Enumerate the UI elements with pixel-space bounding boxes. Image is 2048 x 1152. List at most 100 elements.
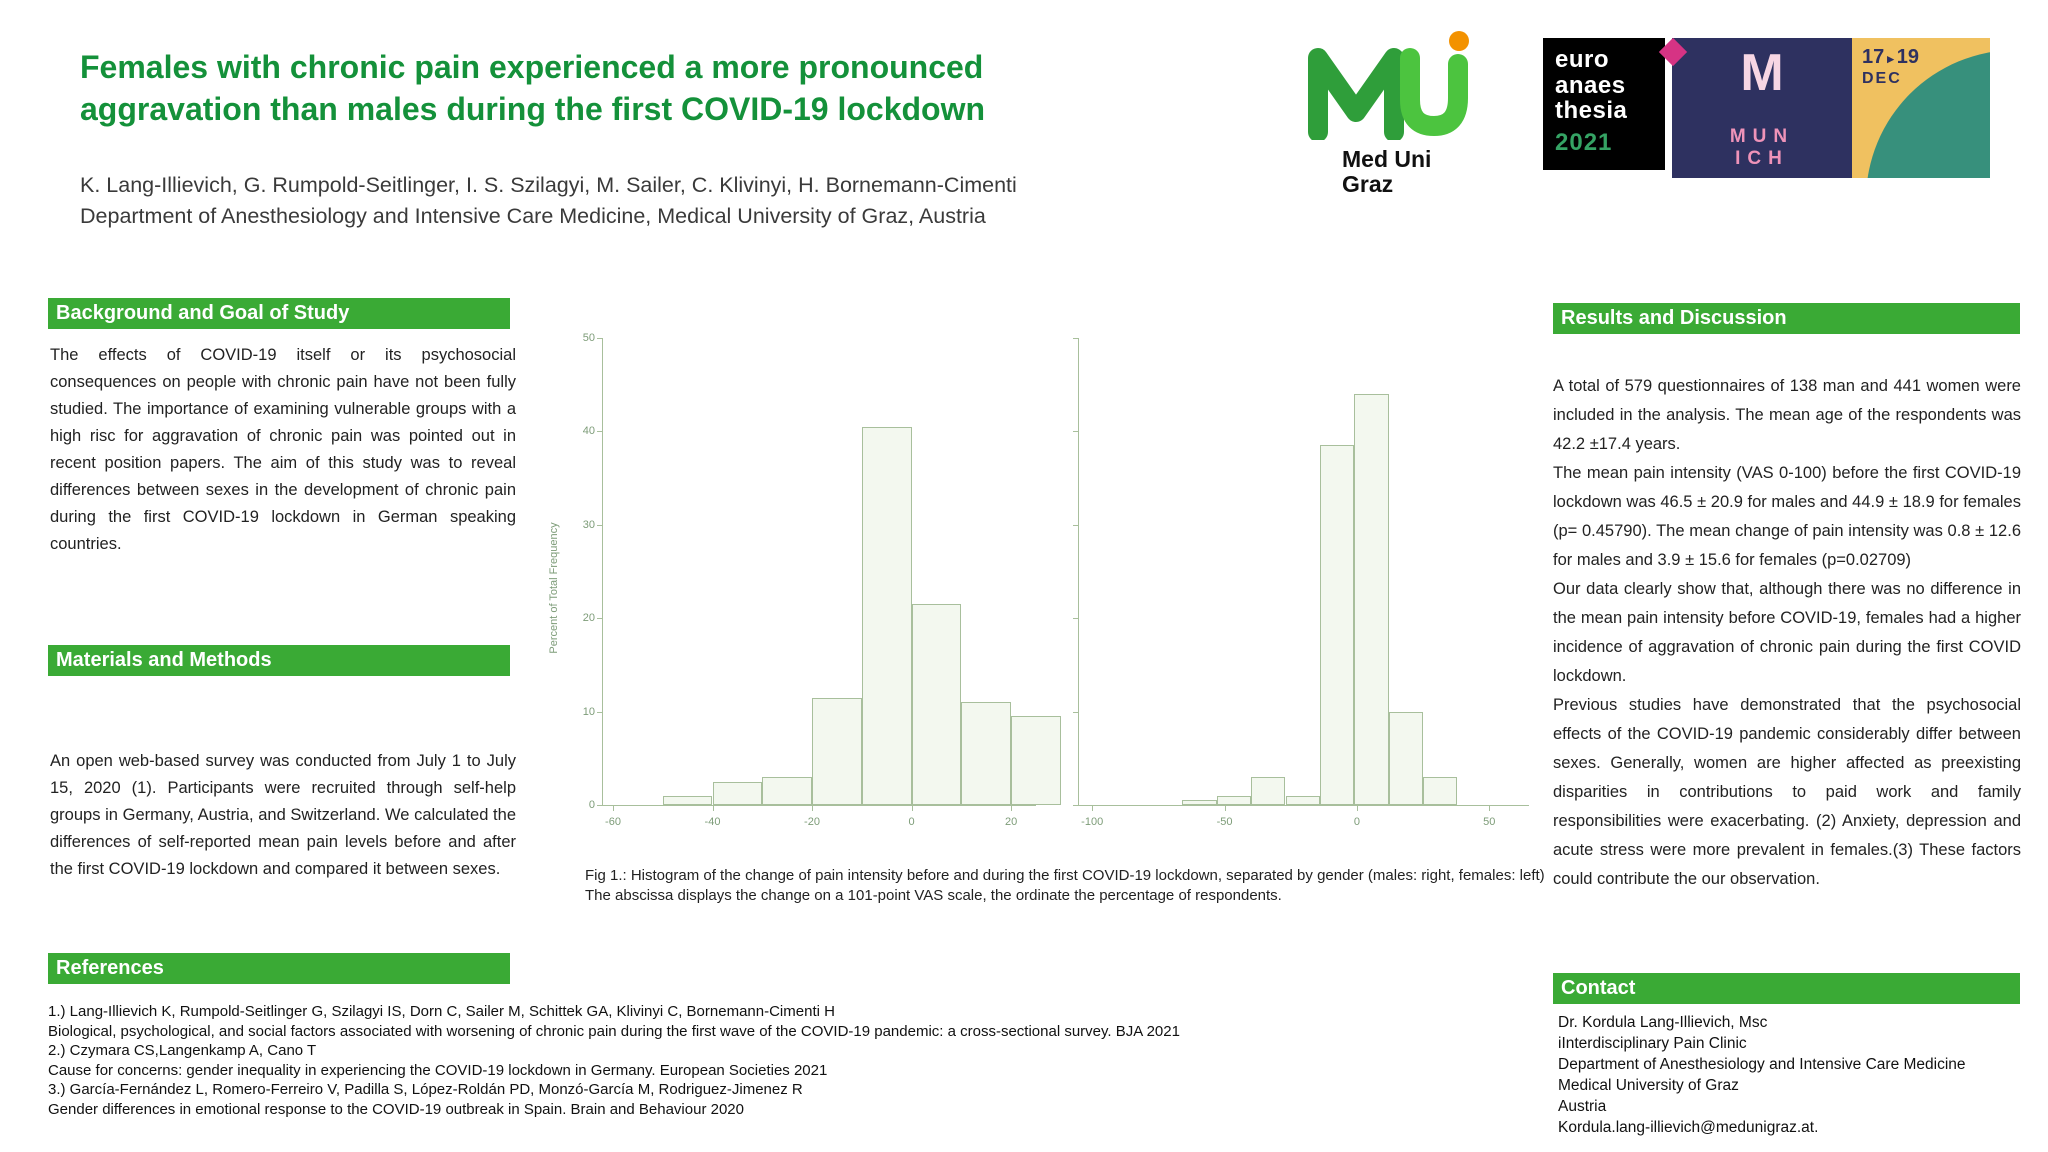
figure-caption: Fig 1.: Histogram of the change of pain …	[585, 867, 1545, 904]
byline: K. Lang-Illievich, G. Rumpold-Seitlinger…	[80, 170, 1280, 232]
histogram-bar	[812, 697, 862, 805]
euroanaesthesia-year: 2021	[1555, 128, 1613, 156]
x-tick-label: 0	[1353, 816, 1360, 828]
section-heading-results: Results and Discussion	[1553, 303, 2020, 334]
reference-line: 1.) Lang-Illievich K, Rumpold-Seitlinger…	[48, 1003, 835, 1020]
munich-date-to: 19	[1896, 46, 1920, 68]
meduni-wordmark-line1: Med Uni	[1342, 146, 1432, 172]
reference-line: 2.) Czymara CS,Langenkamp A, Cano T	[48, 1042, 317, 1059]
results-paragraph: Our data clearly show that, although the…	[1553, 580, 2021, 685]
y-tick	[1073, 524, 1079, 526]
munich-logo-letter: M	[1740, 44, 1784, 102]
references-body: 1.) Lang-Illievich K, Rumpold-Seitlinger…	[48, 1002, 1208, 1119]
y-tick	[1073, 711, 1079, 713]
histogram-bar	[961, 702, 1012, 805]
x-tick-label: 50	[1483, 816, 1496, 828]
munich-logo-navy-panel: M MUN ICH	[1658, 37, 1852, 178]
histogram-bar	[1423, 777, 1458, 805]
munich-city-line1: MUN	[1729, 126, 1795, 147]
histogram-bar	[1319, 445, 1355, 805]
x-tick-label: -20	[804, 816, 820, 828]
contact-university: Medical University of Graz	[1558, 1077, 1739, 1094]
munich-congress-logo: M MUN ICH 17 ▸ 19 DEC	[1658, 37, 1990, 178]
x-tick	[712, 805, 714, 811]
y-tick	[597, 618, 603, 620]
munich-logo-dates: 17 ▸ 19	[1862, 46, 1919, 69]
plot-area-males: -100 -50 0 50	[1073, 338, 1529, 828]
reference-line: Biological, psychological, and social fa…	[48, 1022, 1180, 1040]
y-tick	[597, 524, 603, 526]
meduni-graz-logo: Med Uni Graz	[1302, 28, 1517, 198]
euroanaesthesia-line3: thesia	[1555, 97, 1628, 124]
background-body: The effects of COVID-19 itself or its ps…	[50, 346, 516, 553]
meduni-graz-logo-icon	[1308, 31, 1469, 142]
histogram-bar	[1011, 716, 1061, 805]
contact-country: Austria	[1558, 1098, 1607, 1115]
histogram-bar	[712, 781, 763, 805]
y-axis-label: Percent of Total Frequency	[548, 522, 560, 654]
authors: K. Lang-Illievich, G. Rumpold-Seitlinger…	[80, 173, 1017, 197]
histogram-bar	[1285, 795, 1320, 805]
results-paragraph: A total of 579 questionnaires of 138 man…	[1553, 377, 2021, 453]
section-heading-methods: Materials and Methods	[48, 645, 510, 676]
y-tick	[597, 711, 603, 713]
y-tick-label: 20	[582, 612, 595, 625]
y-tick-label: 0	[588, 799, 595, 811]
contact-email: Kordula.lang-illievich@medunigraz.at.	[1558, 1119, 1819, 1136]
x-tick	[613, 805, 614, 811]
section-heading-references: References	[48, 953, 510, 984]
munich-logo-city: MUN ICH	[1672, 126, 1852, 170]
affiliation: Department of Anesthesiology and Intensi…	[80, 204, 986, 228]
histogram-bar	[861, 426, 912, 805]
methods-body: An open web-based survey was conducted f…	[50, 752, 516, 878]
x-tick	[911, 805, 913, 811]
contact-name: Dr. Kordula Lang-Illievich, Msc	[1558, 1014, 1768, 1031]
x-tick	[812, 805, 813, 811]
y-tick-label: 10	[582, 705, 595, 718]
histogram-bar	[662, 795, 713, 805]
histogram-bar	[1216, 795, 1251, 805]
munich-logo-month: DEC	[1862, 70, 1902, 87]
histogram-males: -100 -50 0 50	[1040, 333, 1540, 843]
y-tick-label: 40	[582, 425, 595, 438]
x-tick	[1011, 805, 1013, 811]
euroanaesthesia-logo: euro anaes thesia 2021	[1543, 38, 1665, 170]
results-body: A total of 579 questionnaires of 138 man…	[1553, 372, 2021, 894]
histogram-bar	[911, 604, 962, 805]
contact-body: Dr. Kordula Lang-Illievich, Msc iInterdi…	[1558, 1012, 2020, 1138]
y-tick-label: 50	[582, 332, 595, 344]
x-tick-label: -60	[605, 816, 621, 828]
x-tick	[1224, 805, 1226, 811]
results-paragraph: The mean pain intensity (VAS 0-100) befo…	[1553, 464, 2021, 569]
y-tick	[597, 805, 603, 806]
results-paragraph: Previous studies have demonstrated that …	[1553, 696, 2021, 888]
x-tick-label: 20	[1004, 816, 1018, 828]
x-tick	[1092, 805, 1094, 811]
x-tick	[1356, 805, 1358, 811]
y-tick	[597, 431, 603, 433]
histogram-bar	[1182, 800, 1217, 805]
y-tick	[1073, 338, 1079, 339]
y-tick	[1073, 805, 1079, 806]
histogram-bar	[1251, 777, 1286, 805]
euroanaesthesia-line2: anaes	[1555, 71, 1626, 99]
histogram-bar	[1388, 711, 1424, 805]
contact-clinic: iInterdisciplinary Pain Clinic	[1558, 1035, 1747, 1052]
reference-line: Cause for concerns: gender inequality in…	[48, 1061, 828, 1079]
meduni-graz-wordmark: Med Uni Graz	[1342, 147, 1517, 197]
y-tick	[1073, 431, 1079, 433]
meduni-wordmark-line2: Graz	[1342, 171, 1394, 197]
x-tick	[1489, 805, 1491, 811]
x-tick-label: -40	[704, 816, 721, 828]
reference-line: 3.) García-Fernández L, Romero-Ferreiro …	[48, 1081, 803, 1098]
munich-city-line2: ICH	[1735, 148, 1789, 169]
munich-date-from: 17	[1862, 46, 1885, 68]
histogram-females: Percent of Total Frequency -60 -40 -20 0 20 0…	[540, 332, 1061, 843]
contact-department: Department of Anesthesiology and Intensi…	[1558, 1056, 1966, 1073]
histogram-bar	[1354, 394, 1389, 805]
plot-area-females: -60 -40 -20 0 20 0 10 20 30 40 50	[583, 332, 1061, 828]
arrow-right-icon: ▸	[1887, 51, 1894, 66]
y-tick	[597, 338, 603, 339]
y-tick-label: 30	[582, 518, 595, 531]
